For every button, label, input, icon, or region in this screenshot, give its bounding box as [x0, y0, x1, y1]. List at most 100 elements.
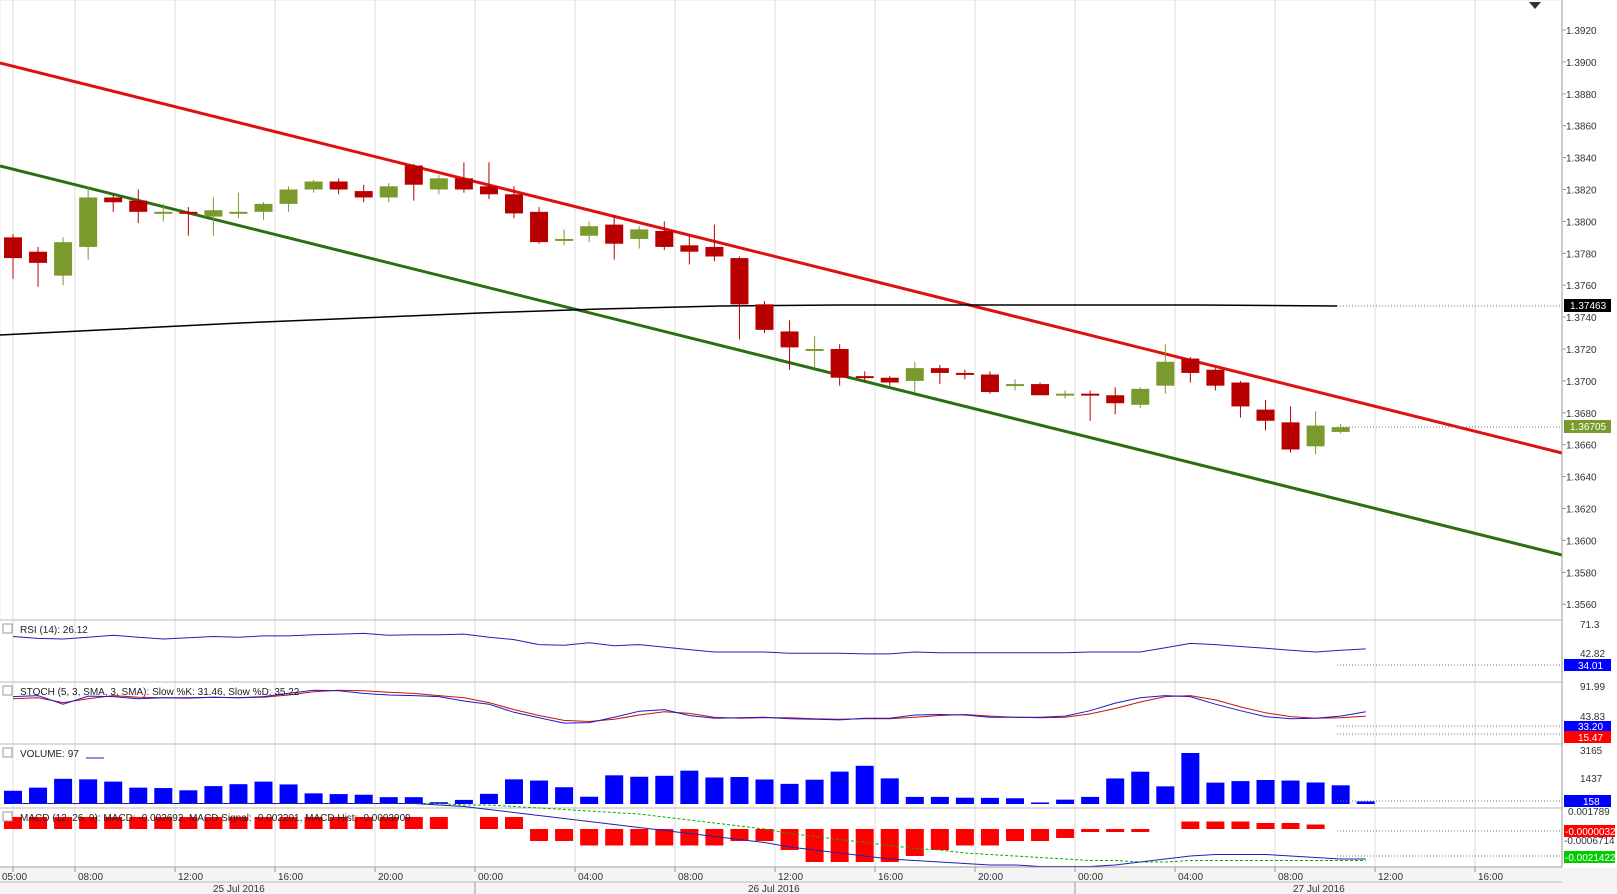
time-tick-label: 12:00 [178, 872, 203, 883]
macd-hist-bar [1231, 821, 1250, 829]
macd-hist-bar [655, 829, 674, 846]
macd-value-bg [1564, 825, 1615, 837]
chart-overlays [0, 61, 1563, 557]
macd-hist-bar [429, 817, 448, 829]
indicator-title: STOCH (5, 3, SMA, 3, SMA): Slow %K: 31.4… [20, 687, 300, 698]
price-tick-label: 1.3800 [1566, 217, 1597, 228]
candle-body [955, 372, 974, 375]
candle-body [1306, 425, 1325, 447]
candle-body [780, 331, 799, 348]
macd-hist-bar [329, 817, 348, 829]
macd-hist-bar [755, 829, 774, 841]
macd-hist-bar [29, 817, 48, 829]
macd-hist-bar [580, 829, 599, 846]
stoch-d-value-bg [1564, 731, 1611, 743]
candle-body [555, 238, 574, 241]
volume-bar [354, 794, 373, 804]
macd-hist-bar [104, 817, 123, 829]
macd-hist-bar [805, 829, 824, 862]
price-tick-label: 1.3780 [1566, 249, 1597, 260]
macd-hist-bar [254, 817, 273, 829]
volume-bar [1231, 781, 1250, 804]
volume-bar [29, 787, 48, 804]
candle-body [479, 186, 498, 195]
macd-hist-bar [730, 829, 749, 841]
time-tick-label: 12:00 [1378, 872, 1403, 883]
volume-bar [279, 784, 298, 804]
price-tick-label: 1.3740 [1566, 313, 1597, 324]
price-tick-label: 1.3620 [1566, 505, 1597, 516]
candle-body [1281, 422, 1300, 450]
macd-signal-value-bg [1564, 851, 1615, 863]
candle-body [1331, 427, 1350, 432]
rsi-value-label: 34.01 [1578, 661, 1603, 672]
volume-bar [805, 779, 824, 804]
volume-bar [454, 799, 473, 804]
price-tick-label: 1.3660 [1566, 441, 1597, 452]
ma-price-label-bg [1564, 299, 1611, 312]
macd-hist-bar [930, 829, 949, 850]
price-tick-label: 1.3640 [1566, 473, 1597, 484]
macd-hist-bar [630, 829, 649, 846]
candle-body [580, 226, 599, 236]
macd-hist-bar [1256, 823, 1275, 829]
candle-body [1181, 358, 1200, 373]
price-panel-frame [0, 0, 1563, 621]
candle-body [980, 374, 999, 393]
macd-hist-bar [354, 817, 373, 829]
candle-body [1006, 384, 1024, 387]
time-tick-label: 08:00 [1278, 872, 1303, 883]
volume-bar [379, 797, 398, 804]
volume-bar [730, 777, 749, 804]
volume-value-bg [1564, 795, 1611, 807]
candle-body [29, 251, 48, 263]
volume-bar [479, 793, 498, 804]
macd-hist-bar [855, 829, 874, 862]
candle-body [1031, 384, 1050, 396]
macd-hist-bar [1281, 823, 1300, 829]
price-tick-label: 1.3880 [1566, 90, 1597, 101]
close-indicator-icon [2, 685, 13, 696]
price-tick-label: 1.3860 [1566, 122, 1597, 133]
volume-bar [880, 778, 899, 804]
volume-bar [1206, 782, 1225, 804]
price-tick-label: 1.3600 [1566, 536, 1597, 547]
indicator-title: MACD (12, 26, 9): MACD: -0.002692, MACD … [20, 813, 411, 824]
macd-hist-bar [129, 817, 148, 829]
rsi-value-bg [1564, 659, 1611, 671]
price-tick-label: 1.3580 [1566, 568, 1597, 579]
volume-tick-label: 3165 [1580, 746, 1603, 757]
volume-bar [555, 787, 574, 804]
macd-hist-bar [705, 829, 724, 846]
volume-bar [254, 781, 273, 804]
volume-bar [154, 788, 173, 804]
volume-bar [780, 783, 799, 804]
candle-body [1131, 388, 1150, 405]
caret-down-icon[interactable] [1529, 2, 1541, 9]
volume-bar [104, 781, 123, 804]
volume-bar [930, 796, 949, 804]
upper-channel-line [0, 61, 1563, 455]
macd-hist-bar [154, 817, 173, 829]
macd-hist-bar [1131, 829, 1150, 832]
price-tick-label: 1.3820 [1566, 186, 1597, 197]
macd-hist-bar [1006, 829, 1024, 841]
candle-body [855, 376, 874, 379]
volume-bar [1081, 796, 1100, 804]
volume-bar [855, 765, 874, 804]
candle-body [429, 178, 448, 190]
macd-hist-bar [1306, 824, 1325, 829]
date-label: 27 Jul 2016 [1293, 884, 1345, 894]
volume-bar [1181, 753, 1200, 804]
time-tick-label: 16:00 [878, 872, 903, 883]
macd-hist-bar [680, 829, 699, 846]
price-tick-label: 1.3560 [1566, 600, 1597, 611]
indicator-title: VOLUME: 97 [20, 749, 79, 760]
time-tick-label: 16:00 [278, 872, 303, 883]
date-label: 25 Jul 2016 [213, 884, 265, 894]
close-indicator-icon [2, 747, 13, 758]
candle-body [1056, 393, 1075, 396]
volume-value-label: 158 [1583, 797, 1600, 808]
price-tick-label: 1.3760 [1566, 281, 1597, 292]
